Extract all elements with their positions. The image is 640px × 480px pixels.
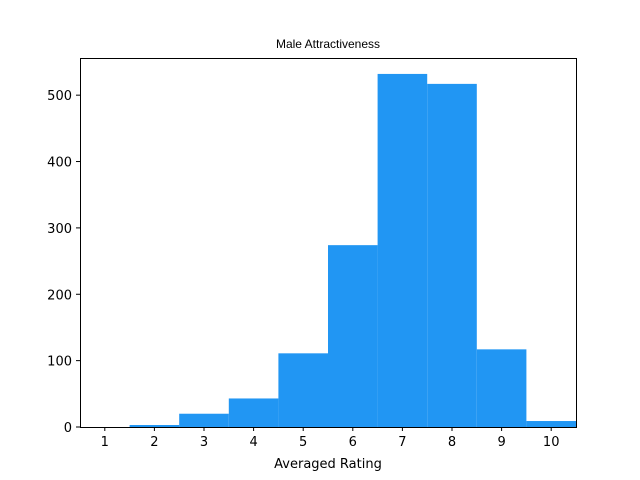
y-tick-label: 300	[47, 222, 72, 237]
y-tick-label: 100	[47, 355, 72, 370]
x-tick-label: 3	[200, 435, 208, 450]
x-tick-label: 10	[543, 435, 560, 450]
x-tick-label: 1	[101, 435, 109, 450]
histogram-bar-2	[129, 425, 180, 427]
y-tick-label: 500	[47, 89, 72, 104]
plot-frame	[80, 58, 577, 428]
bars-group	[129, 73, 576, 428]
y-tick-label: 0	[64, 421, 72, 436]
x-axis-title: Averaged Rating	[274, 457, 382, 472]
x-tick-label: 9	[497, 435, 505, 450]
x-tick-label: 5	[299, 435, 307, 450]
histogram-bar-6	[328, 245, 378, 427]
histogram-bar-3	[179, 413, 229, 427]
histogram-bar-4	[228, 398, 279, 427]
x-tick-label: 2	[150, 435, 158, 450]
chart-title: Male Attractiveness	[276, 37, 380, 51]
histogram-bar-10	[526, 421, 576, 427]
x-tick-label: 7	[398, 435, 406, 450]
x-axis-ticks: 1 2 3 4 5 6 7 8 9 10	[101, 427, 560, 450]
y-tick-label: 400	[47, 156, 72, 171]
histogram-bar-5	[278, 353, 328, 427]
x-tick-label: 4	[249, 435, 257, 450]
histogram-bar-7	[377, 73, 428, 428]
x-tick-label: 6	[349, 435, 357, 450]
x-tick-label: 8	[448, 435, 456, 450]
y-axis-ticks: 0 100 200 300 400 500	[47, 89, 80, 436]
y-tick-label: 200	[47, 288, 72, 303]
histogram-bar-9	[476, 349, 527, 427]
histogram-bar-8	[427, 83, 477, 428]
